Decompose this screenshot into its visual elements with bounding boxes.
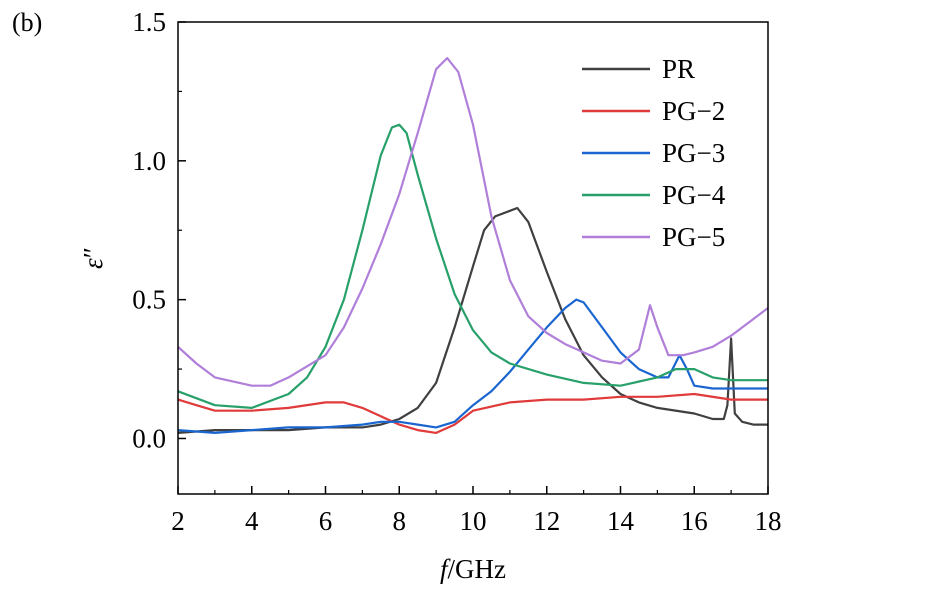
y-axis-label: ε″ bbox=[78, 247, 108, 269]
series-line-2 bbox=[177, 298, 768, 434]
y-axis-label-symbol: ε bbox=[78, 258, 108, 269]
x-tick-label: 6 bbox=[319, 506, 333, 536]
x-tick-label: 10 bbox=[460, 506, 487, 536]
x-tick-label: 12 bbox=[533, 506, 560, 536]
legend-label: PG−2 bbox=[662, 96, 725, 126]
x-tick-label: 4 bbox=[245, 506, 259, 536]
x-tick-label: 14 bbox=[607, 506, 635, 536]
series-line-1 bbox=[177, 392, 768, 434]
x-tick-label: 2 bbox=[171, 506, 185, 536]
series-line-0 bbox=[177, 206, 768, 434]
x-tick-label: 8 bbox=[393, 506, 407, 536]
y-tick-label: 1.0 bbox=[132, 146, 166, 176]
x-tick-label: 18 bbox=[755, 506, 782, 536]
panel-label: (b) bbox=[12, 8, 43, 37]
legend-label: PR bbox=[662, 54, 695, 84]
x-axis-label-variable: f bbox=[440, 554, 451, 584]
legend-label: PG−4 bbox=[662, 180, 726, 210]
legend-label: PG−5 bbox=[662, 222, 725, 252]
y-axis-label-mark: ″ bbox=[78, 247, 108, 258]
legend: PR PG−2 PG−3 PG−4 PG−5 bbox=[582, 54, 726, 252]
x-axis-label: f/GHz bbox=[440, 554, 506, 584]
plot-frame bbox=[177, 21, 769, 495]
series-layer bbox=[177, 57, 769, 434]
legend-label: PG−3 bbox=[662, 138, 725, 168]
y-tick-label: 1.5 bbox=[132, 7, 166, 37]
x-axis-label-unit: /GHz bbox=[448, 554, 506, 584]
axes-layer: 2 4 6 8 10 12 14 16 18 0.0 0.5 1.0 1.5 bbox=[132, 7, 781, 536]
x-tick-label: 16 bbox=[681, 506, 708, 536]
y-tick-label: 0.5 bbox=[132, 285, 166, 315]
y-tick-label: 0.0 bbox=[132, 423, 166, 453]
series-line-4 bbox=[177, 57, 769, 387]
series-line-3 bbox=[177, 123, 768, 409]
